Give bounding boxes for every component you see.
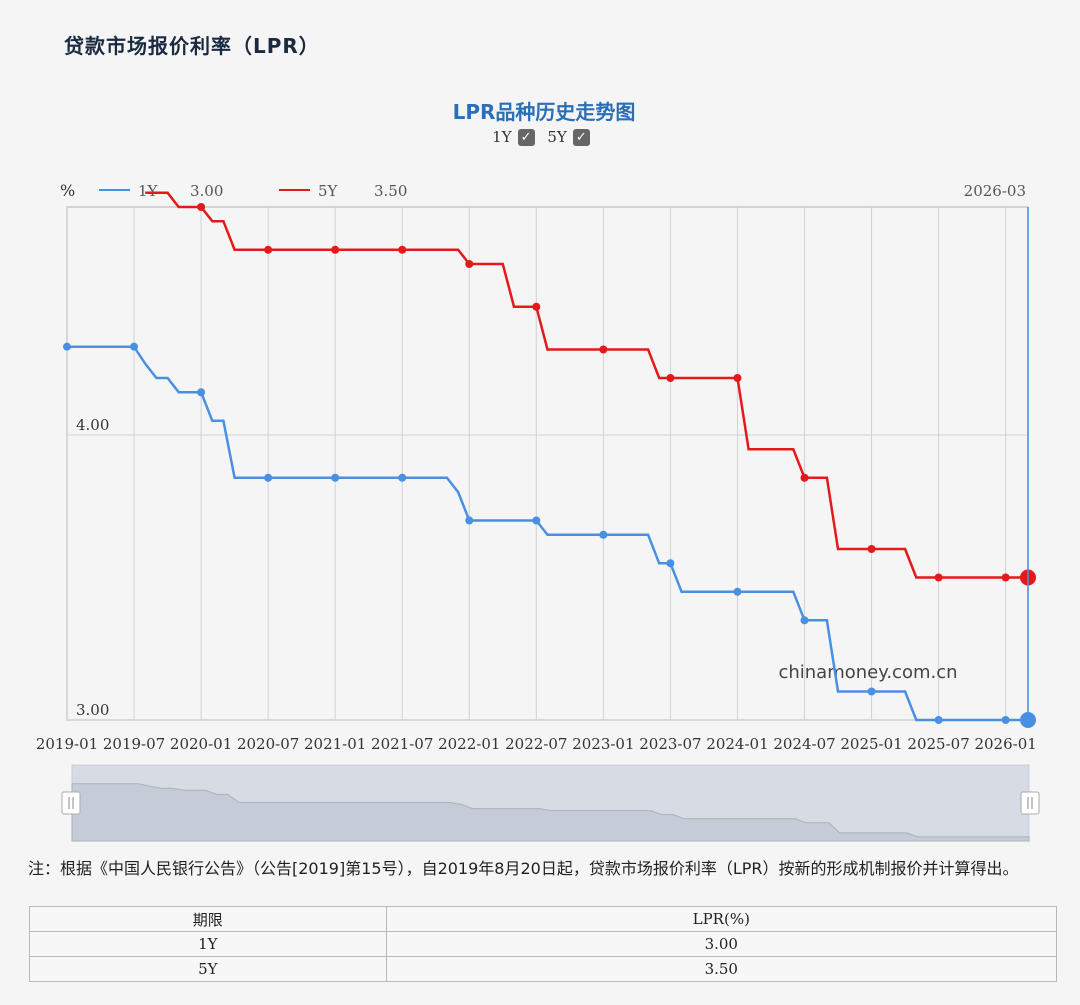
data-point-1y[interactable] xyxy=(264,473,273,482)
series-toggles: 1Y ✓ 5Y ✓ xyxy=(0,128,1080,146)
x-tick-label: 2024-01 xyxy=(706,735,768,753)
x-tick-label: 2026-01 xyxy=(974,735,1036,753)
x-tick-label: 2022-01 xyxy=(438,735,500,753)
toggle-1y[interactable]: 1Y ✓ xyxy=(492,128,535,146)
data-point-5y[interactable] xyxy=(465,260,474,268)
data-point-5y[interactable] xyxy=(733,374,742,382)
lpr-table: 期限 LPR(%) 1Y 3.00 5Y 3.50 xyxy=(29,906,1058,982)
table-header-row: 期限 LPR(%) xyxy=(29,906,1058,932)
checkbox-checked-icon[interactable]: ✓ xyxy=(572,128,590,146)
x-tick-label: 2023-07 xyxy=(639,735,701,753)
data-point-5y[interactable] xyxy=(398,245,407,254)
data-point-5y[interactable] xyxy=(197,203,206,211)
x-tick-label: 2020-07 xyxy=(237,735,299,753)
y-unit-label: % xyxy=(60,181,75,200)
data-point-1y[interactable] xyxy=(733,587,742,596)
data-point-1y[interactable] xyxy=(197,388,206,397)
legend-5y-value: 3.50 xyxy=(374,182,407,200)
data-point-1y[interactable] xyxy=(599,530,608,539)
table-cell-term: 5Y xyxy=(29,956,387,982)
toggle-5y[interactable]: 5Y ✓ xyxy=(547,128,590,146)
x-tick-label: 2019-01 xyxy=(36,735,98,753)
x-tick-label: 2024-07 xyxy=(773,735,835,753)
data-zoom-right-handle[interactable] xyxy=(1020,791,1040,815)
x-tick-label: 2020-01 xyxy=(170,735,232,753)
data-point-1y[interactable] xyxy=(1001,716,1010,724)
data-point-5y[interactable] xyxy=(666,374,675,382)
legend-1y-name: 1Y xyxy=(138,182,159,200)
plot-area xyxy=(66,206,1029,721)
data-point-5y[interactable] xyxy=(867,545,876,553)
x-tick-label: 2023-01 xyxy=(572,735,634,753)
table-header-rate: LPR(%) xyxy=(385,906,1058,932)
table-row: 5Y 3.50 xyxy=(29,956,1058,982)
series-line-5y xyxy=(145,191,1028,579)
footnote: 注：根据《中国人民银行公告》（公告[2019]第15号），自2019年8月20日… xyxy=(28,859,1019,878)
data-zoom-left-handle[interactable] xyxy=(61,791,81,815)
data-point-5y[interactable] xyxy=(934,573,943,582)
toggle-1y-label: 1Y xyxy=(492,128,512,146)
x-tick-label: 2021-01 xyxy=(304,735,366,753)
data-point-5y[interactable] xyxy=(800,473,809,482)
table-header-term: 期限 xyxy=(29,906,387,932)
data-point-1y[interactable] xyxy=(934,716,943,724)
lpr-line-chart[interactable]: % 1Y 3.00 5Y 3.50 2026-03 4.00 3.00 2019-… xyxy=(0,0,1080,850)
table-row: 1Y 3.00 xyxy=(29,931,1058,957)
data-zoom-preview xyxy=(71,783,1030,842)
page-title: 贷款市场报价利率（LPR） xyxy=(64,34,320,58)
toggle-5y-label: 5Y xyxy=(547,128,567,146)
y-tick-label: 3.00 xyxy=(76,701,109,719)
data-point-5y[interactable] xyxy=(599,345,608,354)
data-point-1y[interactable] xyxy=(63,342,71,351)
data-point-1y[interactable] xyxy=(666,559,675,568)
legend-5y-name: 5Y xyxy=(318,182,339,200)
x-tick-label: 2025-01 xyxy=(840,735,902,753)
data-point-1y[interactable] xyxy=(398,473,407,482)
data-point-5y[interactable] xyxy=(264,245,273,254)
data-point-1y[interactable] xyxy=(532,516,541,525)
y-tick-label: 4.00 xyxy=(76,416,109,434)
chart-title: LPR品种历史走势图 xyxy=(452,100,636,124)
data-point-1y[interactable] xyxy=(867,687,876,696)
checkbox-checked-icon[interactable]: ✓ xyxy=(517,128,535,146)
series-line-1y xyxy=(67,345,1028,722)
x-tick-label: 2022-07 xyxy=(505,735,567,753)
legend-1y-value: 3.00 xyxy=(190,182,223,200)
x-tick-label: 2019-07 xyxy=(103,735,165,753)
data-point-5y[interactable] xyxy=(331,245,340,254)
x-tick-label: 2021-07 xyxy=(371,735,433,753)
data-point-1y[interactable] xyxy=(465,516,474,525)
x-tick-label: 2025-07 xyxy=(907,735,969,753)
cursor-date-label: 2026-03 xyxy=(964,182,1026,200)
table-cell-term: 1Y xyxy=(29,931,387,957)
data-point-5y[interactable] xyxy=(532,302,541,311)
table-cell-rate: 3.00 xyxy=(385,931,1058,957)
watermark: chinamoney.com.cn xyxy=(778,662,957,683)
data-point-1y[interactable] xyxy=(800,616,809,625)
data-point-1y[interactable] xyxy=(130,342,139,351)
data-point-1y[interactable] xyxy=(331,473,340,482)
data-point-5y[interactable] xyxy=(1001,573,1010,582)
table-cell-rate: 3.50 xyxy=(385,956,1058,982)
